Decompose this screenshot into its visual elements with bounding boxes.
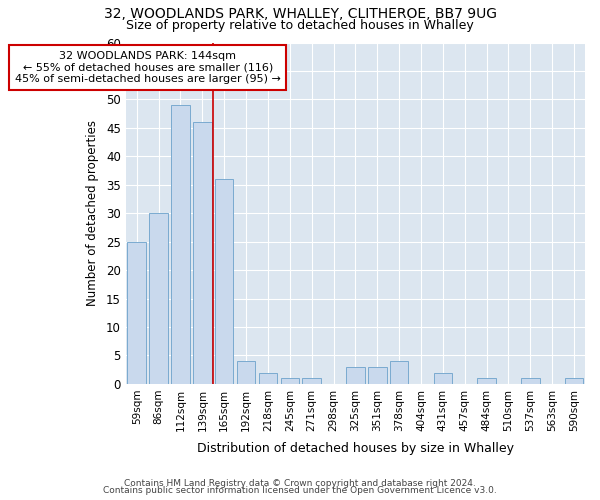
Bar: [149, 213, 168, 384]
Bar: [237, 361, 256, 384]
Y-axis label: Number of detached properties: Number of detached properties: [86, 120, 99, 306]
Bar: [368, 367, 386, 384]
Text: Contains HM Land Registry data © Crown copyright and database right 2024.: Contains HM Land Registry data © Crown c…: [124, 478, 476, 488]
Bar: [434, 372, 452, 384]
Bar: [281, 378, 299, 384]
Bar: [193, 122, 212, 384]
Text: 32, WOODLANDS PARK, WHALLEY, CLITHEROE, BB7 9UG: 32, WOODLANDS PARK, WHALLEY, CLITHEROE, …: [104, 8, 497, 22]
Bar: [302, 378, 321, 384]
Text: 32 WOODLANDS PARK: 144sqm
← 55% of detached houses are smaller (116)
45% of semi: 32 WOODLANDS PARK: 144sqm ← 55% of detac…: [15, 51, 281, 84]
Bar: [171, 105, 190, 384]
Text: Contains public sector information licensed under the Open Government Licence v3: Contains public sector information licen…: [103, 486, 497, 495]
Bar: [478, 378, 496, 384]
X-axis label: Distribution of detached houses by size in Whalley: Distribution of detached houses by size …: [197, 442, 514, 455]
Bar: [259, 372, 277, 384]
Bar: [390, 361, 409, 384]
Bar: [346, 367, 365, 384]
Bar: [127, 242, 146, 384]
Text: Size of property relative to detached houses in Whalley: Size of property relative to detached ho…: [126, 18, 474, 32]
Bar: [521, 378, 539, 384]
Bar: [215, 179, 233, 384]
Bar: [565, 378, 583, 384]
